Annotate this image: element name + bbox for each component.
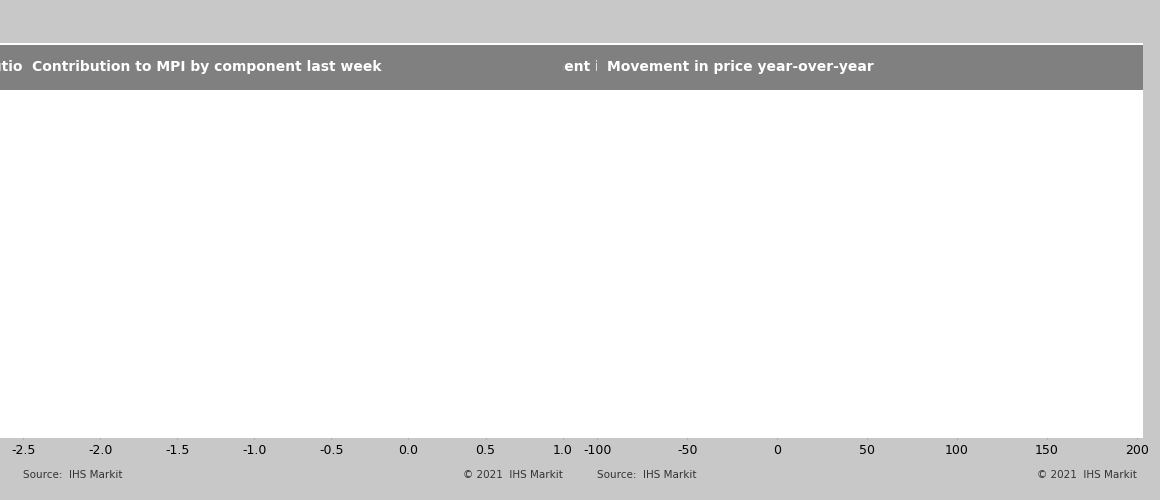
Bar bbox=[777, 102, 1074, 121]
Bar bbox=[777, 170, 827, 188]
Text: © 2021  IHS Markit: © 2021 IHS Markit bbox=[463, 470, 563, 480]
Bar bbox=[93, 170, 408, 188]
Bar bbox=[408, 102, 521, 121]
Bar bbox=[777, 136, 904, 154]
Text: © 2021  IHS Markit: © 2021 IHS Markit bbox=[1037, 470, 1137, 480]
Text: Movement in price year-over-year: Movement in price year-over-year bbox=[508, 60, 775, 74]
Bar bbox=[408, 337, 432, 355]
Bar bbox=[408, 136, 535, 154]
Text: Source:  IHS Markit: Source: IHS Markit bbox=[597, 470, 697, 480]
Text: Source:  IHS Markit: Source: IHS Markit bbox=[23, 470, 123, 480]
Bar bbox=[691, 270, 777, 288]
Y-axis label: Percent change y/y: Percent change y/y bbox=[505, 202, 517, 322]
Bar bbox=[777, 236, 863, 255]
Bar bbox=[408, 304, 409, 322]
Bar bbox=[408, 370, 412, 389]
Bar bbox=[777, 404, 846, 422]
Bar bbox=[777, 337, 935, 355]
Text: Movement in price year-over-year: Movement in price year-over-year bbox=[607, 60, 873, 74]
Text: Contribution to MPI by component last week: Contribution to MPI by component last we… bbox=[0, 60, 283, 74]
Bar bbox=[408, 404, 412, 422]
Bar bbox=[777, 304, 846, 322]
Bar bbox=[777, 370, 783, 389]
Text: Contribution to MPI by component last week: Contribution to MPI by component last we… bbox=[32, 60, 382, 74]
Bar bbox=[408, 270, 416, 288]
Bar bbox=[408, 203, 416, 222]
Bar bbox=[777, 203, 846, 222]
Bar bbox=[404, 236, 408, 255]
